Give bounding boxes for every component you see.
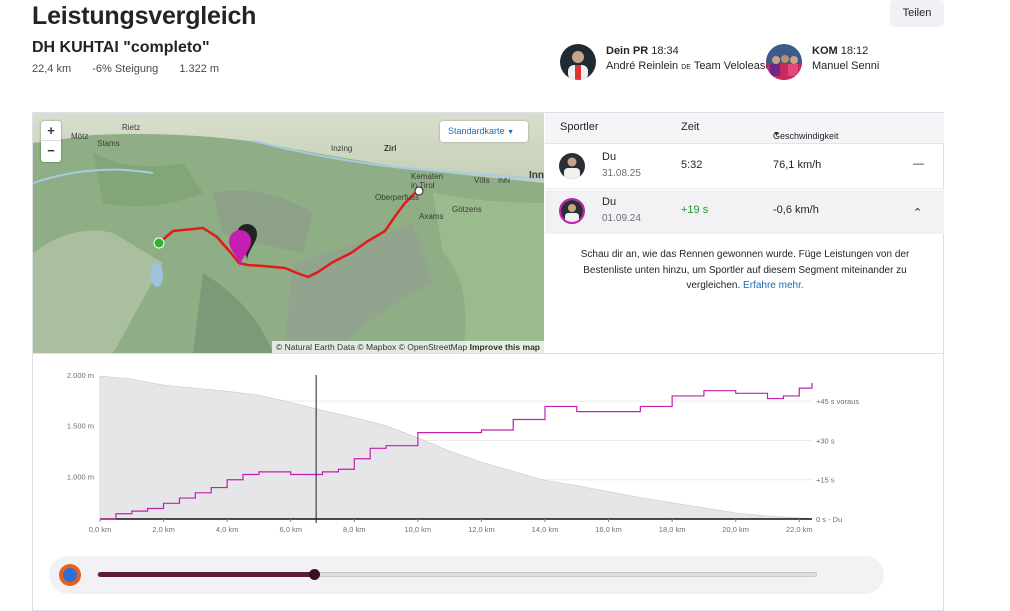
y-right-tick-label: +45 s voraus <box>816 397 859 406</box>
elevation-area <box>99 375 813 520</box>
activity-date: 31.08.25 <box>602 168 641 179</box>
y-left-tick-label: 1.000 m <box>67 472 94 481</box>
map-place: Zirl <box>384 144 397 153</box>
zoom-out-button[interactable]: − <box>47 143 55 158</box>
y-right-tick-label: 0 s - Du <box>816 515 842 524</box>
x-tick-label: 16,0 km <box>595 525 622 534</box>
x-tick-label: 6,0 km <box>279 525 302 534</box>
x-tick-label: 18,0 km <box>659 525 686 534</box>
y-right-tick-label: +15 s <box>816 476 835 485</box>
y-left-tick-label: 2.000 m <box>67 371 94 380</box>
pr-country: DE <box>681 64 691 71</box>
time-gap-line <box>100 382 813 520</box>
effort-speed: 76,1 km/h <box>773 159 822 171</box>
kom-label: KOM <box>812 45 838 57</box>
slider-handle[interactable] <box>309 569 320 580</box>
zoom-in-button[interactable]: + <box>41 121 61 141</box>
athlete-column: Sportler <box>560 121 599 133</box>
x-tick-label: 22,0 km <box>786 525 813 534</box>
map-place: Mötz <box>71 132 89 141</box>
kom-athlete[interactable]: Manuel Senni <box>812 60 880 72</box>
athlete-name[interactable]: Du <box>602 196 617 208</box>
map-place: Götzens <box>452 205 482 214</box>
map-place: Axams <box>419 212 444 221</box>
replay-slider[interactable] <box>97 569 817 580</box>
dash-icon[interactable]: — <box>913 158 924 170</box>
comparison-hint: Schau dir an, wie das Rennen gewonnen wu… <box>565 247 925 294</box>
x-tick-label: 0,0 km <box>89 525 112 534</box>
effort-time: 5:32 <box>681 159 703 171</box>
map-place: Inn <box>529 170 544 181</box>
comparison-panel: Mötz Rietz Stams Inzing Zirl Kematen in … <box>32 112 944 611</box>
improve-map-link[interactable]: Improve this map <box>469 342 540 352</box>
map-place: INN <box>498 178 511 185</box>
segment-map[interactable]: Mötz Rietz Stams Inzing Zirl Kematen in … <box>33 113 544 353</box>
avatar <box>559 198 585 224</box>
kom-time: 18:12 <box>840 45 869 57</box>
map-place: Oberperfuss <box>375 193 420 202</box>
hint-text: Schau dir an, wie das Rennen gewonnen wu… <box>580 249 910 291</box>
map-attribution: © Natural Earth Data © Mapbox © OpenStre… <box>271 341 544 353</box>
personal-record: Dein PR 18:34 André Reinlein DE Team Vel… <box>560 44 771 80</box>
attribution-text[interactable]: © Natural Earth Data © Mapbox © OpenStre… <box>275 342 468 352</box>
leaderboard-row[interactable]: Du 31.08.25 5:32 76,1 km/h — <box>545 145 944 189</box>
segment-grade: -6% Steigung <box>92 63 159 75</box>
x-tick-label: 12,0 km <box>468 525 495 534</box>
leaderboard-row[interactable]: Du 01.09.24 +19 s -0,6 km/h ⌃ <box>545 190 944 234</box>
leaderboard: Sportler Zeit Geschwindigkeit ▼ Du 31.08… <box>545 113 944 353</box>
map-place: Rietz <box>122 123 141 132</box>
segment-stats: 22,4 km -6% Steigung 1.322 m <box>32 63 237 75</box>
y-right-tick-label: +30 s <box>816 436 835 445</box>
x-tick-label: 14,0 km <box>532 525 559 534</box>
time-column: Zeit <box>681 121 700 133</box>
elevation-comparison-chart[interactable]: +45 s voraus +30 s +15 s 0 s - Du 2.000 m 1.5… <box>33 354 943 554</box>
replay-controls <box>49 556 884 594</box>
speed-column-label: Geschwindigkeit <box>773 131 839 141</box>
slider-fill <box>98 572 314 577</box>
map-style-select[interactable]: Standardkarte ▼ <box>440 121 528 142</box>
segment-elevation: 1.322 m <box>179 63 220 75</box>
collapse-icon[interactable]: ⌃ <box>913 207 923 219</box>
segment-distance: 22,4 km <box>32 63 72 75</box>
athlete-name[interactable]: Du <box>602 151 617 163</box>
kom-record: KOM 18:12 Manuel Senni <box>766 44 879 80</box>
x-tick-label: 2,0 km <box>152 525 175 534</box>
learn-more-link[interactable]: Erfahre mehr. <box>743 280 804 291</box>
x-tick-label: 20,0 km <box>722 525 749 534</box>
x-tick-label: 4,0 km <box>216 525 239 534</box>
page-title: Leistungsvergleich <box>32 2 257 30</box>
effort-time-gap: +19 s <box>681 204 709 216</box>
share-button[interactable]: Teilen <box>890 0 944 27</box>
map-place: Völs <box>474 176 490 185</box>
divider <box>33 353 943 354</box>
play-button[interactable] <box>59 564 81 586</box>
y-left-tick-label: 1.500 m <box>67 422 94 431</box>
pr-team: Team Velolease <box>693 60 772 72</box>
activity-date: 01.09.24 <box>602 213 641 224</box>
pr-label: Dein PR <box>606 45 649 57</box>
map-style-label: Standardkarte <box>448 126 505 136</box>
map-place: Inzing <box>331 144 353 153</box>
map-place: Kematen in Tirol <box>411 172 444 190</box>
chevron-down-icon: ▼ <box>507 129 514 136</box>
x-tick-label: 8,0 km <box>343 525 366 534</box>
avatar[interactable] <box>560 44 596 80</box>
map-place: Stams <box>97 139 120 148</box>
pr-athlete[interactable]: André Reinlein <box>606 60 679 72</box>
zoom-control: + − <box>41 121 61 162</box>
segment-name: DH KUHTAI "completo" <box>32 39 210 56</box>
caret-down-icon: ▼ <box>773 131 780 138</box>
x-tick-label: 10,0 km <box>405 525 432 534</box>
leaderboard-header: Sportler Zeit Geschwindigkeit ▼ <box>545 113 944 144</box>
avatar <box>559 153 585 179</box>
avatar[interactable] <box>766 44 802 80</box>
pr-time: 18:34 <box>651 45 679 57</box>
effort-speed-diff: -0,6 km/h <box>773 204 819 216</box>
